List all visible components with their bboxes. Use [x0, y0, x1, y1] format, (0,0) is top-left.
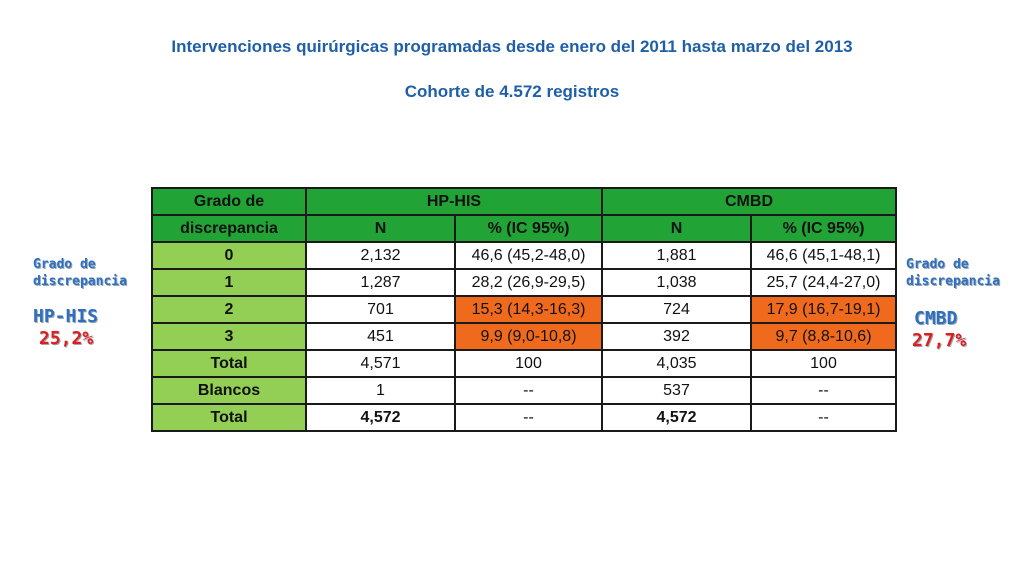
left-note-label1: Grado de	[33, 257, 96, 272]
right-note-percent: 27,7%	[912, 330, 967, 351]
slide-subtitle: Cohorte de 4.572 registros	[404, 82, 620, 101]
header-label-line2: discrepancia	[151, 214, 307, 243]
header-group-hp-his: HP-HIS	[305, 187, 603, 216]
cm-pct-cell: 25,7 (24,4-27,0)	[750, 268, 897, 297]
cm-n-cell: 392	[601, 322, 752, 351]
row-label: Blancos	[151, 376, 307, 405]
hp-pct-cell: 46,6 (45,2-48,0)	[454, 241, 603, 270]
slide-title: Intervenciones quirúrgicas programadas d…	[171, 37, 853, 56]
hp-n-cell: 4,572	[305, 403, 456, 432]
header-label-line1: Grado de	[151, 187, 307, 216]
cm-pct-cell: 17,9 (16,7-19,1)	[750, 295, 897, 324]
table-row: 2 701 15,3 (14,3-16,3) 724 17,9 (16,7-19…	[151, 295, 897, 324]
cm-pct-cell: 100	[750, 349, 897, 378]
row-label: 2	[151, 295, 307, 324]
cm-pct-cell: --	[750, 376, 897, 405]
row-label: 0	[151, 241, 307, 270]
hp-pct-cell: 15,3 (14,3-16,3)	[454, 295, 603, 324]
table-row: 1 1,287 28,2 (26,9-29,5) 1,038 25,7 (24,…	[151, 268, 897, 297]
left-note-label2: discrepancia	[33, 274, 127, 289]
hp-n-cell: 701	[305, 295, 456, 324]
left-note-percent: 25,2%	[39, 328, 94, 349]
row-label: 1	[151, 268, 307, 297]
table-row: 0 2,132 46,6 (45,2-48,0) 1,881 46,6 (45,…	[151, 241, 897, 270]
cm-n-cell: 1,038	[601, 268, 752, 297]
cm-pct-cell: 46,6 (45,1-48,1)	[750, 241, 897, 270]
hp-n-cell: 451	[305, 322, 456, 351]
right-note-label1: Grado de	[906, 257, 969, 272]
right-note-label2: discrepancia	[906, 274, 1000, 289]
cm-n-cell: 4,035	[601, 349, 752, 378]
left-note: Grado de discrepancia HP-HIS 25,2%	[33, 256, 127, 350]
hp-pct-cell: 100	[454, 349, 603, 378]
row-label: Total	[151, 403, 307, 432]
cm-n-cell: 724	[601, 295, 752, 324]
hp-n-cell: 2,132	[305, 241, 456, 270]
cm-n-cell: 4,572	[601, 403, 752, 432]
hp-pct-cell: --	[454, 403, 603, 432]
cm-n-cell: 537	[601, 376, 752, 405]
table-row: Total 4,571 100 4,035 100	[151, 349, 897, 378]
right-note-system: CMBD	[914, 308, 958, 329]
hp-n-cell: 4,571	[305, 349, 456, 378]
row-label: 3	[151, 322, 307, 351]
right-note: Grado de discrepancia CMBD 27,7%	[906, 256, 1000, 352]
row-label: Total	[151, 349, 307, 378]
table-row: 3 451 9,9 (9,0-10,8) 392 9,7 (8,8-10,6)	[151, 322, 897, 351]
hp-pct-cell: 9,9 (9,0-10,8)	[454, 322, 603, 351]
header-hp-n: N	[305, 214, 456, 243]
cm-n-cell: 1,881	[601, 241, 752, 270]
hp-pct-cell: 28,2 (26,9-29,5)	[454, 268, 603, 297]
cm-pct-cell: --	[750, 403, 897, 432]
table-row: Blancos 1 -- 537 --	[151, 376, 897, 405]
table-row: Total 4,572 -- 4,572 --	[151, 403, 897, 432]
header-hp-pct: % (IC 95%)	[454, 214, 603, 243]
header-cm-pct: % (IC 95%)	[750, 214, 897, 243]
hp-n-cell: 1	[305, 376, 456, 405]
discrepancy-table: Grado de HP-HIS CMBD discrepancia N % (I…	[151, 187, 897, 432]
header-cm-n: N	[601, 214, 752, 243]
cm-pct-cell: 9,7 (8,8-10,6)	[750, 322, 897, 351]
header-group-cmbd: CMBD	[601, 187, 897, 216]
left-note-system: HP-HIS	[33, 306, 99, 327]
hp-n-cell: 1,287	[305, 268, 456, 297]
hp-pct-cell: --	[454, 376, 603, 405]
